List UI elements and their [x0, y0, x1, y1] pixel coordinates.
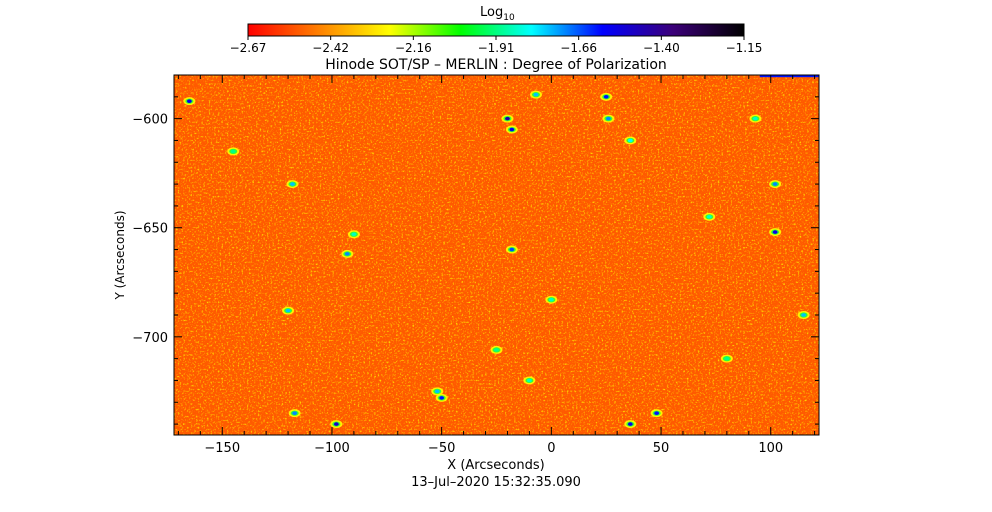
patch-core	[509, 247, 515, 252]
heatmap-image	[174, 75, 819, 435]
patch-core	[627, 422, 633, 426]
patch-core	[494, 348, 499, 352]
patch-core	[333, 422, 339, 426]
x-tick-label: −100	[314, 441, 350, 456]
x-tick-label: 100	[758, 441, 783, 456]
patch-core	[724, 356, 730, 361]
colorbar: Log10 −2.67 −2.42 −2.16 −1.91 −1.66 −1.40 −1.1…	[230, 5, 763, 55]
patch-core	[801, 313, 807, 317]
colorbar-tick-label: −2.16	[395, 41, 432, 55]
patch-core	[548, 297, 554, 302]
patch-core	[290, 182, 295, 186]
x-axis-label: X (Arcseconds)	[447, 458, 544, 473]
colorbar-tick-label: −2.67	[230, 41, 267, 55]
x-tick-label: 50	[653, 441, 670, 456]
patch-core	[772, 182, 778, 186]
patch-core	[509, 127, 515, 132]
patch-core	[434, 389, 440, 394]
heatmap-texture	[174, 75, 819, 435]
colorbar-tick-label: −2.42	[312, 41, 349, 55]
patch-core	[603, 95, 609, 99]
patch-core	[344, 252, 350, 256]
patch-core	[627, 138, 633, 143]
x-tick-label: −150	[204, 441, 240, 456]
y-axis-label: Y (Arcseconds)	[113, 210, 127, 300]
y-axis: −600 −650 −700	[132, 74, 819, 425]
heatmap-patches	[183, 90, 810, 429]
patch-core	[533, 92, 539, 97]
colorbar-ticks: −2.67 −2.42 −2.16 −1.91 −1.66 −1.40 −1.15	[230, 36, 763, 55]
patch-core	[439, 396, 445, 400]
patch-core	[706, 215, 712, 219]
timestamp: 13–Jul–2020 15:32:35.090	[411, 475, 581, 490]
patch-core	[505, 116, 510, 121]
x-tick-label: −50	[428, 441, 455, 456]
patch-core	[351, 232, 357, 237]
colorbar-label: Log10	[480, 5, 515, 23]
patch-core	[285, 308, 291, 313]
x-axis: −150 −100 −50 0 50 100	[177, 75, 816, 456]
x-tick-label: 0	[547, 441, 555, 456]
patch-core	[654, 411, 660, 415]
patch-core	[186, 99, 192, 103]
colorbar-tick-label: −1.66	[560, 41, 597, 55]
patch-core	[772, 230, 778, 234]
patch-core	[230, 149, 236, 154]
plot-frame	[173, 74, 820, 436]
chart-title: Hinode SOT/SP – MERLIN : Degree of Polar…	[325, 57, 667, 73]
colorbar-bar	[247, 23, 745, 37]
y-tick-label: −700	[132, 331, 168, 346]
y-tick-label: −600	[132, 113, 168, 128]
patch-core	[605, 116, 611, 121]
patch-core	[752, 116, 758, 121]
colorbar-tick-label: −1.15	[726, 41, 763, 55]
y-tick-label: −650	[132, 222, 168, 237]
colorbar-tick-label: −1.91	[478, 41, 515, 55]
heatmap-edge-band	[759, 75, 819, 78]
colorbar-tick-label: −1.40	[643, 41, 680, 55]
patch-core	[527, 378, 532, 383]
patch-core	[292, 411, 298, 415]
